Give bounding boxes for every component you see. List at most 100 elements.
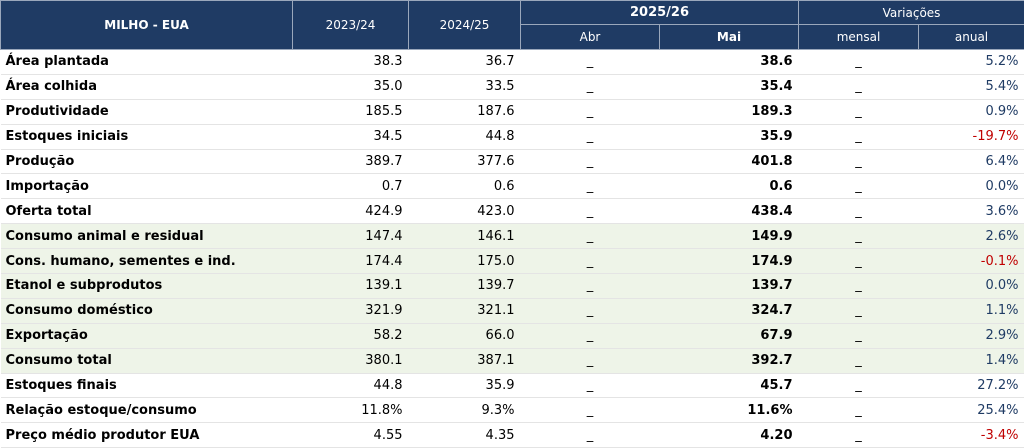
table-row: Estoques iniciais 34.5 44.8 _ 35.9 _ -19.7% <box>0 124 1024 150</box>
var-anual: 1.1% <box>918 298 1024 324</box>
table-row: Preço médio produtor EUA 4.55 4.35 _ 4.20 _ -3… <box>0 422 1024 448</box>
var-anual: 3.6% <box>918 198 1024 225</box>
value-abr: _ <box>520 273 660 299</box>
row-label: Estoques iniciais <box>0 124 293 150</box>
value-2024-25: 377.6 <box>408 149 521 175</box>
value-abr: _ <box>520 99 660 125</box>
table-title: MILHO - EUA <box>0 0 293 50</box>
table-row: Área colhida 35.0 33.5 _ 35.4 _ 5.4% <box>0 74 1024 100</box>
value-mai: 189.3 <box>659 99 799 125</box>
value-2024-25: 187.6 <box>408 99 521 125</box>
value-2023-24: 4.55 <box>292 422 409 448</box>
var-mensal: _ <box>798 99 919 125</box>
value-mai: 11.6% <box>659 397 799 424</box>
col-header-abr: Abr <box>520 24 660 50</box>
value-2024-25: 423.0 <box>408 198 521 225</box>
value-2023-24: 424.9 <box>292 198 409 225</box>
var-mensal: _ <box>798 323 919 349</box>
value-mai: 35.4 <box>659 74 799 100</box>
value-mai: 139.7 <box>659 273 799 299</box>
row-label: Área plantada <box>0 49 293 75</box>
value-abr: _ <box>520 422 660 448</box>
table-row: Consumo animal e residual 147.4 146.1 _ 149.… <box>0 223 1024 250</box>
var-mensal: _ <box>798 348 919 374</box>
table-row: Relação estoque/consumo 11.8% 9.3% _ 11.6% _ 2… <box>0 397 1024 424</box>
table-row: Área plantada 38.3 36.7 _ 38.6 _ 5.2% <box>0 49 1024 75</box>
value-mai: 35.9 <box>659 124 799 150</box>
var-anual: 1.4% <box>918 348 1024 374</box>
var-mensal: _ <box>798 223 919 250</box>
value-2023-24: 11.8% <box>292 397 409 424</box>
value-mai: 4.20 <box>659 422 799 448</box>
var-anual: 27.2% <box>918 373 1024 399</box>
value-abr: _ <box>520 373 660 399</box>
table-row: Estoques finais 44.8 35.9 _ 45.7 _ 27.2% <box>0 373 1024 399</box>
value-2023-24: 34.5 <box>292 124 409 150</box>
var-anual: 25.4% <box>918 397 1024 424</box>
value-2023-24: 185.5 <box>292 99 409 125</box>
value-2024-25: 139.7 <box>408 273 521 299</box>
value-2023-24: 174.4 <box>292 248 409 275</box>
value-abr: _ <box>520 74 660 100</box>
value-2024-25: 36.7 <box>408 49 521 75</box>
table-row: Consumo doméstico 321.9 321.1 _ 324.7 _ 1.1% <box>0 298 1024 324</box>
value-2023-24: 0.7 <box>292 173 409 200</box>
var-mensal: _ <box>798 273 919 299</box>
var-anual: 0.9% <box>918 99 1024 125</box>
value-2024-25: 387.1 <box>408 348 521 374</box>
value-2024-25: 321.1 <box>408 298 521 324</box>
row-label: Produtividade <box>0 99 293 125</box>
value-2024-25: 44.8 <box>408 124 521 150</box>
var-mensal: _ <box>798 149 919 175</box>
var-anual: -19.7% <box>918 124 1024 150</box>
value-abr: _ <box>520 397 660 424</box>
var-anual: 0.0% <box>918 173 1024 200</box>
value-2023-24: 139.1 <box>292 273 409 299</box>
group-header-2025-26: 2025/26 <box>520 0 799 25</box>
value-2023-24: 38.3 <box>292 49 409 75</box>
value-2024-25: 175.0 <box>408 248 521 275</box>
var-mensal: _ <box>798 49 919 75</box>
value-2024-25: 35.9 <box>408 373 521 399</box>
value-2024-25: 33.5 <box>408 74 521 100</box>
table-row: Exportação 58.2 66.0 _ 67.9 _ 2.9% <box>0 323 1024 349</box>
var-mensal: _ <box>798 74 919 100</box>
value-2023-24: 380.1 <box>292 348 409 374</box>
value-mai: 149.9 <box>659 223 799 250</box>
value-2024-25: 0.6 <box>408 173 521 200</box>
table-row: Oferta total 424.9 423.0 _ 438.4 _ 3.6% <box>0 198 1024 225</box>
table-row: Importação 0.7 0.6 _ 0.6 _ 0.0% <box>0 173 1024 200</box>
value-2023-24: 147.4 <box>292 223 409 250</box>
value-abr: _ <box>520 248 660 275</box>
value-abr: _ <box>520 49 660 75</box>
value-abr: _ <box>520 323 660 349</box>
var-mensal: _ <box>798 373 919 399</box>
row-label: Consumo doméstico <box>0 298 293 324</box>
table-row: Consumo total 380.1 387.1 _ 392.7 _ 1.4% <box>0 348 1024 374</box>
col-header-2024-25: 2024/25 <box>408 0 521 50</box>
row-label: Relação estoque/consumo <box>0 397 293 424</box>
table-row: Produção 389.7 377.6 _ 401.8 _ 6.4% <box>0 149 1024 175</box>
col-header-anual: anual <box>917 24 1024 50</box>
table-row: Produtividade 185.5 187.6 _ 189.3 _ 0.9% <box>0 99 1024 125</box>
row-label: Área colhida <box>0 74 293 100</box>
value-2023-24: 389.7 <box>292 149 409 175</box>
value-mai: 38.6 <box>659 49 799 75</box>
value-2024-25: 4.35 <box>408 422 521 448</box>
var-mensal: _ <box>798 124 919 150</box>
value-abr: _ <box>520 298 660 324</box>
var-anual: 2.9% <box>918 323 1024 349</box>
row-label: Etanol e subprodutos <box>0 273 293 299</box>
var-anual: 6.4% <box>918 149 1024 175</box>
value-abr: _ <box>520 124 660 150</box>
value-mai: 45.7 <box>659 373 799 399</box>
value-mai: 324.7 <box>659 298 799 324</box>
value-mai: 174.9 <box>659 248 799 275</box>
value-abr: _ <box>520 348 660 374</box>
value-abr: _ <box>520 198 660 225</box>
var-anual: 5.4% <box>918 74 1024 100</box>
var-mensal: _ <box>798 248 919 275</box>
value-2024-25: 146.1 <box>408 223 521 250</box>
row-label: Consumo animal e residual <box>0 223 293 250</box>
row-label: Preço médio produtor EUA <box>0 422 293 448</box>
